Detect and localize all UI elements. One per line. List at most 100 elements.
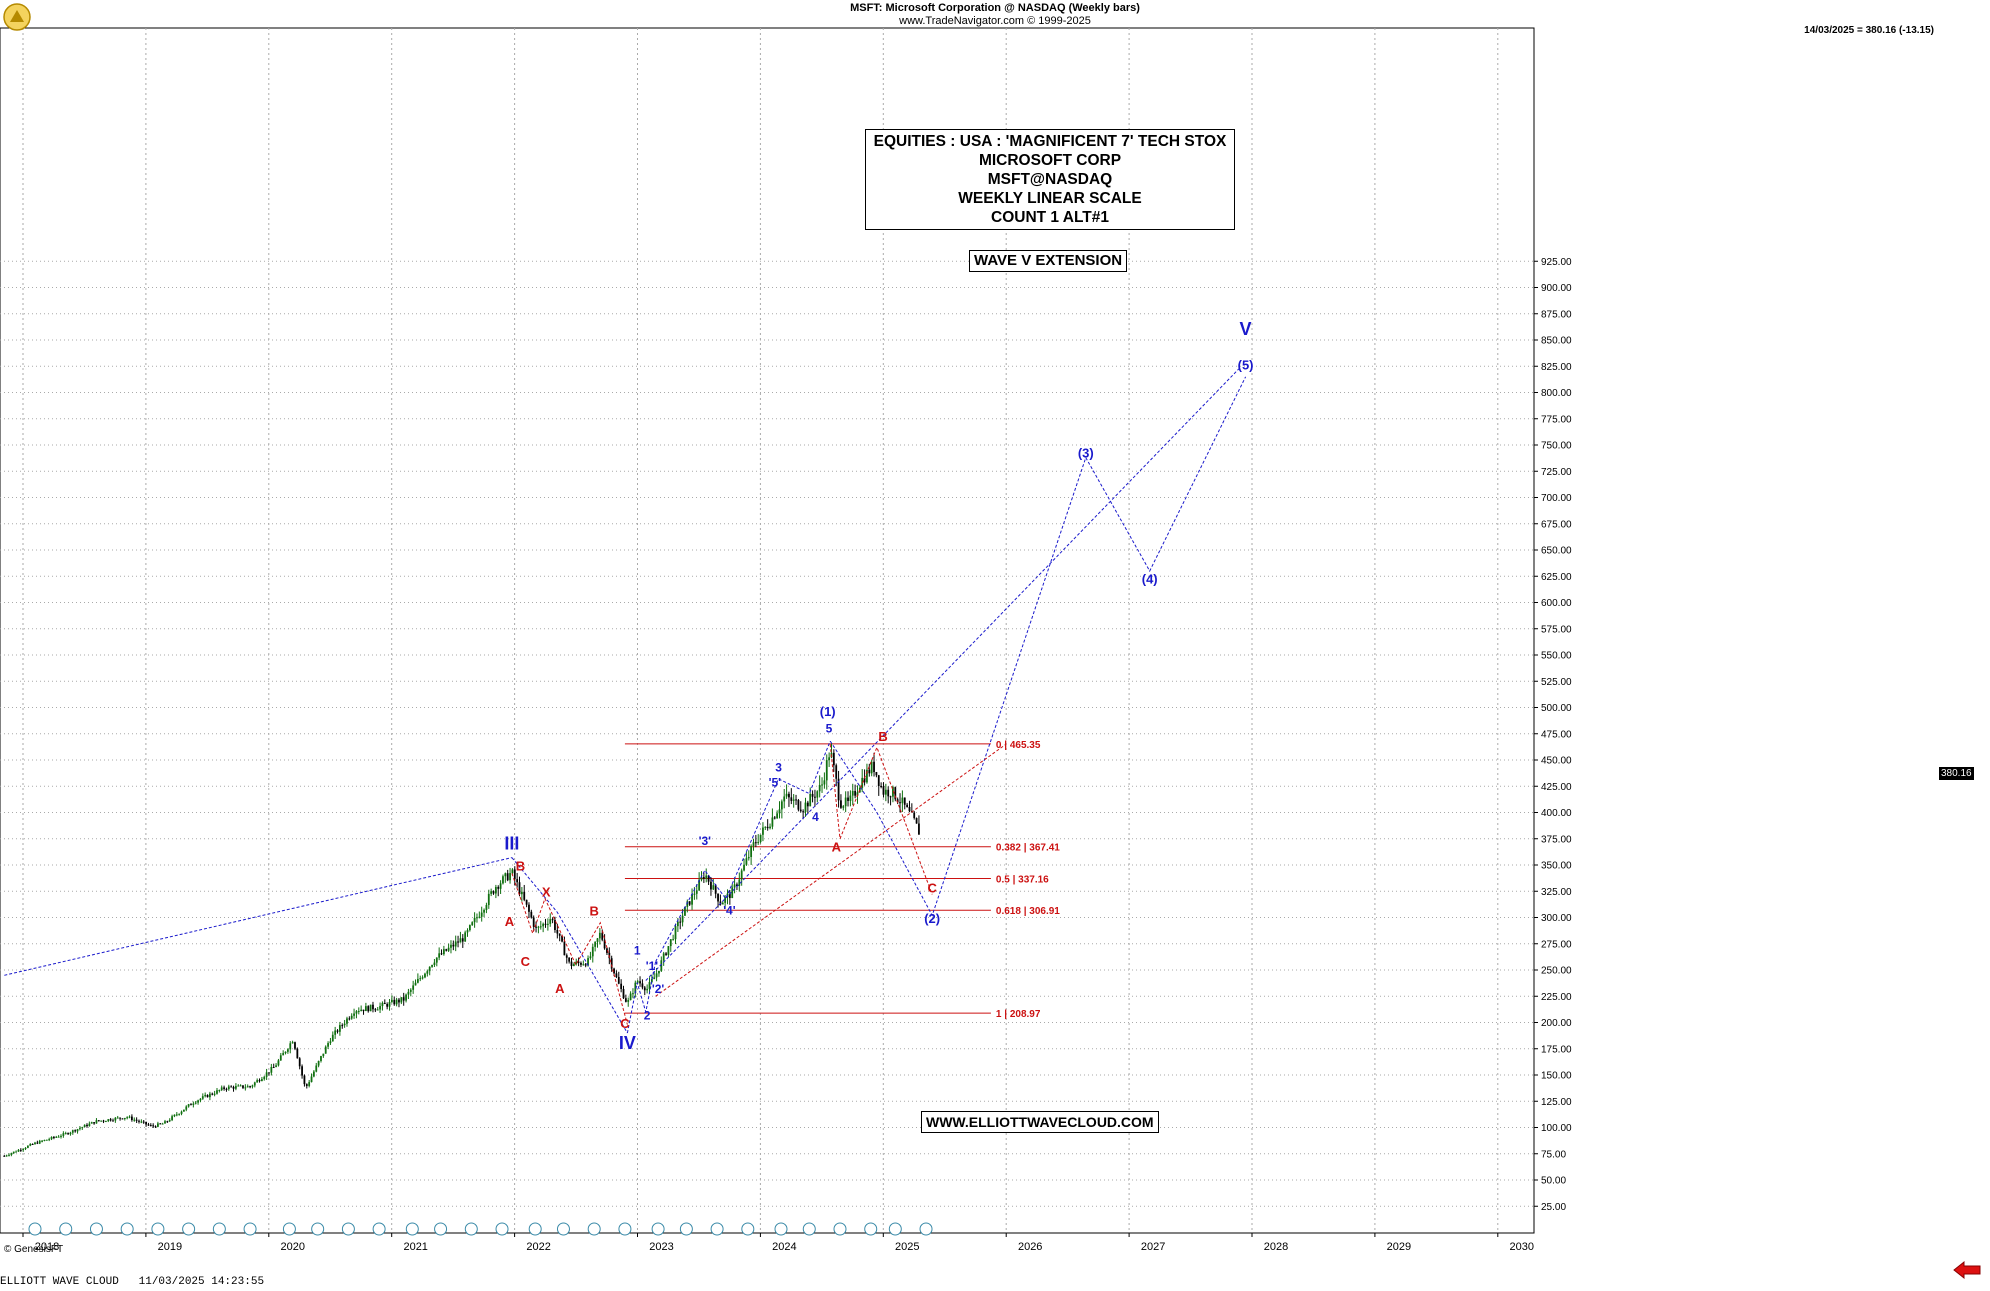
x-tick-label: 2029 [1387, 1241, 1411, 1253]
dividend-marker-icon [556, 1222, 570, 1236]
dividend-marker-icon [243, 1222, 257, 1236]
candle-body [681, 915, 684, 923]
candle-body [868, 769, 871, 774]
candle-body [260, 1079, 263, 1082]
candle-body [627, 1000, 630, 1002]
candle-body [471, 922, 474, 926]
y-tick-label: 925.00 [1541, 257, 1572, 268]
candle-body [790, 797, 793, 801]
wave-label: 5 [826, 722, 833, 736]
candle-body [520, 891, 523, 895]
wave-label: '1' [646, 959, 659, 973]
candle-body [10, 1153, 13, 1155]
y-tick-label: 25.00 [1541, 1202, 1566, 1213]
candle-body [844, 797, 847, 807]
candle-body [714, 885, 717, 894]
candle-body [133, 1119, 136, 1121]
info-line-4: WEEKLY LINEAR SCALE [958, 190, 1142, 207]
candle-body [480, 912, 483, 917]
candle-body [379, 1006, 381, 1010]
candle-body [350, 1015, 353, 1019]
candle-body [357, 1010, 360, 1012]
candle-body [648, 981, 651, 989]
candle-body [421, 977, 424, 979]
candle-body [431, 965, 433, 967]
candle-body [740, 870, 743, 880]
candle-body [572, 964, 575, 967]
candle-body [341, 1025, 344, 1027]
candle-body [265, 1072, 268, 1077]
candle-body [232, 1086, 235, 1089]
candle-body [762, 827, 764, 835]
dividend-marker-icon [282, 1222, 296, 1236]
x-tick-label: 2028 [1264, 1241, 1288, 1253]
candle-body [502, 876, 504, 884]
candle-body [903, 797, 906, 805]
candle-body [83, 1124, 86, 1128]
candle-body [601, 932, 604, 940]
dividend-marker-icon [528, 1222, 542, 1236]
candle-body [395, 999, 398, 1005]
candle-body [208, 1093, 211, 1098]
red-wave-path [511, 873, 628, 1025]
candle-body [372, 1004, 374, 1010]
candle-body [57, 1136, 60, 1138]
scroll-right-arrow-icon[interactable] [1952, 1260, 1982, 1280]
candle-body [109, 1119, 112, 1121]
candle-body [182, 1109, 185, 1112]
candle-body [315, 1065, 318, 1072]
candle-body [894, 787, 897, 800]
candle-body [688, 901, 691, 905]
candle-body [866, 769, 868, 783]
candle-body [575, 961, 578, 965]
y-tick-label: 50.00 [1541, 1176, 1566, 1187]
candle-body [702, 877, 705, 879]
wave-label: III [504, 833, 519, 853]
candle-body [684, 906, 686, 916]
candle-body [624, 998, 627, 1002]
y-tick-label: 350.00 [1541, 861, 1572, 872]
dividend-marker-icon [372, 1222, 386, 1236]
candle-body [142, 1121, 145, 1123]
candle-body [303, 1075, 306, 1085]
candle-body [348, 1018, 351, 1020]
candle-body [223, 1087, 225, 1089]
candle-body [712, 885, 715, 890]
candle-body [499, 883, 502, 889]
y-tick-label: 500.00 [1541, 703, 1572, 714]
dividend-marker-icon [405, 1222, 419, 1236]
dividend-marker-icon [28, 1222, 42, 1236]
candle-body [41, 1140, 43, 1142]
candle-body [539, 926, 542, 928]
dividend-marker-icon [864, 1222, 878, 1236]
dividend-marker-icon [495, 1222, 509, 1236]
candle-body [86, 1124, 88, 1127]
wave-label: (3) [1078, 446, 1094, 461]
candle-body [889, 796, 892, 798]
candle-body [752, 842, 755, 847]
x-tick-label: 2026 [1018, 1241, 1042, 1253]
candle-body [24, 1147, 27, 1149]
candle-body [759, 834, 762, 842]
candle-body [613, 968, 615, 974]
candle-body [662, 953, 665, 961]
dividend-marker-icon [311, 1222, 325, 1236]
candle-body [242, 1085, 244, 1088]
candle-body [218, 1089, 221, 1091]
candle-body [476, 917, 478, 919]
candle-body [783, 796, 786, 802]
x-tick-label: 2030 [1510, 1241, 1534, 1253]
candle-body [206, 1094, 209, 1098]
candle-body [686, 901, 689, 907]
y-tick-label: 525.00 [1541, 677, 1572, 688]
candle-body [171, 1116, 173, 1121]
candle-body [509, 873, 511, 881]
candle-body [79, 1128, 81, 1130]
x-tick-label: 2019 [158, 1241, 182, 1253]
y-tick-label: 475.00 [1541, 729, 1572, 740]
candle-body [570, 961, 573, 967]
candle-body [561, 935, 563, 942]
candle-body [589, 956, 592, 959]
y-tick-label: 125.00 [1541, 1097, 1572, 1108]
candle-body [674, 926, 677, 940]
